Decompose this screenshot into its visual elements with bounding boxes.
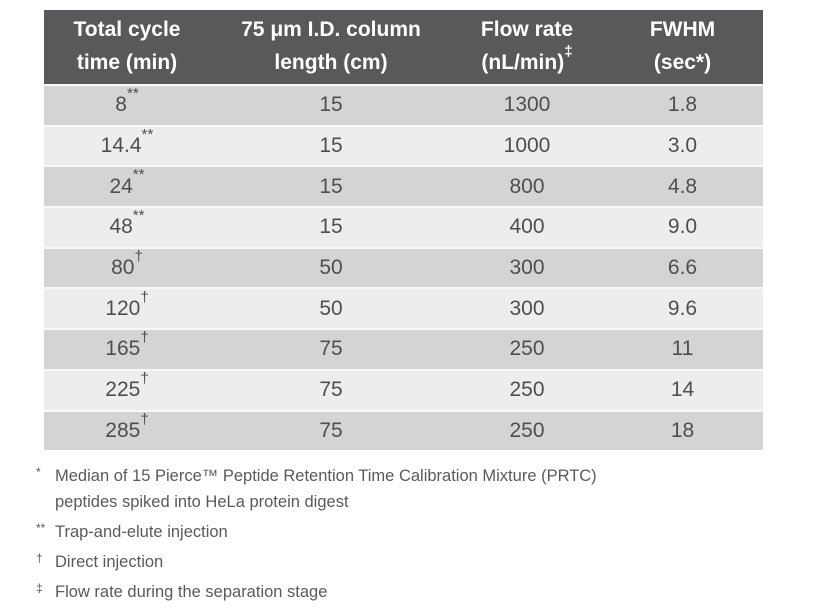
cell-value: 225 xyxy=(105,378,141,402)
table-row: 24** 15 800 4.8 xyxy=(44,165,763,207)
cell-footnote-marker: † xyxy=(140,369,149,387)
cell-fwhm: 6.6 xyxy=(667,256,698,280)
table-row: 165† 75 250 11 xyxy=(44,328,763,369)
cell-footnote-marker: ** xyxy=(141,125,154,143)
cell-value: 80 xyxy=(111,256,135,280)
cell-column-length: 15 xyxy=(319,174,343,198)
column-header-flow-rate: Flow rate (nL/min)‡ xyxy=(452,14,602,79)
cell-value: 14.4 xyxy=(100,134,142,158)
column-header-fwhm: FWHM (sec*) xyxy=(602,14,763,79)
cell-flow-rate: 1000 xyxy=(503,134,551,158)
cell-flow-rate: 250 xyxy=(509,418,545,442)
table-row: 8** 15 1300 1.8 xyxy=(44,84,763,125)
cell-column-length: 75 xyxy=(319,378,343,402)
footnote-flow-rate-separation: ‡ Flow rate during the separation stage xyxy=(36,579,676,605)
column-header-total-cycle-time: Total cycle time (min) xyxy=(44,14,210,79)
cell-total-cycle-time: 285† xyxy=(44,412,210,443)
table-row: 225† 75 250 14 xyxy=(44,368,763,410)
lc-method-parameters-table: Total cycle time (min) 75 μm I.D. column… xyxy=(44,10,763,451)
footnote-trap-and-elute: ** Trap-and-elute injection xyxy=(36,519,676,545)
footnote-prtc-median: * Median of 15 Pierce™ Peptide Retention… xyxy=(36,463,676,515)
table-row: 80† 50 300 6.6 xyxy=(44,246,763,288)
cell-flow-rate: 250 xyxy=(509,378,545,402)
cell-footnote-marker: † xyxy=(140,410,149,428)
cell-total-cycle-time: 24** xyxy=(44,167,210,199)
cell-fwhm: 14 xyxy=(670,378,695,402)
footnote-marker: ** xyxy=(36,521,46,535)
cell-total-cycle-time: 120† xyxy=(44,289,210,321)
cell-flow-rate: 250 xyxy=(509,337,545,361)
cell-fwhm: 4.8 xyxy=(667,174,698,198)
footnote-marker: † xyxy=(36,551,43,565)
cell-column-length: 15 xyxy=(319,134,343,158)
table-header-row: Total cycle time (min) 75 μm I.D. column… xyxy=(44,10,763,84)
cell-column-length: 75 xyxy=(319,418,343,442)
header-text: Flow rate (nL/min) xyxy=(480,18,574,74)
cell-footnote-marker: † xyxy=(134,247,143,265)
cell-flow-rate: 300 xyxy=(509,256,545,280)
footnote-text: Trap-and-elute injection xyxy=(55,523,228,541)
footnote-marker: * xyxy=(36,465,41,479)
cell-column-length: 15 xyxy=(319,93,343,117)
cell-footnote-marker: ** xyxy=(126,85,139,103)
header-text: 75 μm I.D. column length (cm) xyxy=(241,18,421,74)
cell-fwhm: 18 xyxy=(670,418,695,442)
cell-footnote-marker: † xyxy=(140,329,149,347)
cell-column-length: 50 xyxy=(319,256,343,280)
cell-value: 285 xyxy=(105,418,141,442)
cell-value: 8 xyxy=(115,93,127,117)
table-row: 120† 50 300 9.6 xyxy=(44,287,763,329)
column-header-column-length: 75 μm I.D. column length (cm) xyxy=(210,14,452,79)
table-row: 14.4** 15 1000 3.0 xyxy=(44,124,763,166)
cell-flow-rate: 400 xyxy=(509,215,545,239)
cell-total-cycle-time: 165† xyxy=(44,330,210,361)
cell-flow-rate: 1300 xyxy=(503,93,551,117)
header-footnote-marker: ‡ xyxy=(564,42,573,60)
footnote-direct-injection: † Direct injection xyxy=(36,549,676,575)
header-text: Total cycle time (min) xyxy=(73,18,181,74)
cell-column-length: 50 xyxy=(319,296,343,320)
cell-fwhm: 11 xyxy=(671,337,694,361)
cell-value: 24 xyxy=(109,174,133,198)
cell-flow-rate: 800 xyxy=(509,174,545,198)
cell-column-length: 75 xyxy=(319,337,343,361)
cell-footnote-marker: ** xyxy=(132,207,145,225)
cell-fwhm: 1.8 xyxy=(667,93,698,117)
cell-footnote-marker: ** xyxy=(132,166,145,184)
cell-fwhm: 9.6 xyxy=(667,296,698,320)
cell-footnote-marker: † xyxy=(140,288,149,306)
header-text: FWHM (sec*) xyxy=(649,18,716,74)
footnote-text: Median of 15 Pierce™ Peptide Retention T… xyxy=(55,467,597,511)
cell-total-cycle-time: 80† xyxy=(44,249,210,280)
cell-total-cycle-time: 14.4** xyxy=(44,127,210,158)
cell-flow-rate: 300 xyxy=(509,296,545,320)
cell-column-length: 15 xyxy=(319,215,343,239)
cell-fwhm: 3.0 xyxy=(667,134,698,158)
cell-total-cycle-time: 48** xyxy=(44,208,210,239)
cell-value: 48 xyxy=(109,215,133,239)
cell-fwhm: 9.0 xyxy=(667,215,698,239)
footnote-text: Flow rate during the separation stage xyxy=(55,583,328,601)
cell-total-cycle-time: 225† xyxy=(44,371,210,402)
cell-total-cycle-time: 8** xyxy=(44,86,210,117)
footnote-marker: ‡ xyxy=(36,581,43,595)
cell-value: 120 xyxy=(105,296,141,320)
footnote-text: Direct injection xyxy=(55,553,164,571)
cell-value: 165 xyxy=(105,337,141,361)
table-row: 48** 15 400 9.0 xyxy=(44,206,763,247)
table-row: 285† 75 250 18 xyxy=(44,409,763,451)
footnotes-section: * Median of 15 Pierce™ Peptide Retention… xyxy=(36,463,676,609)
